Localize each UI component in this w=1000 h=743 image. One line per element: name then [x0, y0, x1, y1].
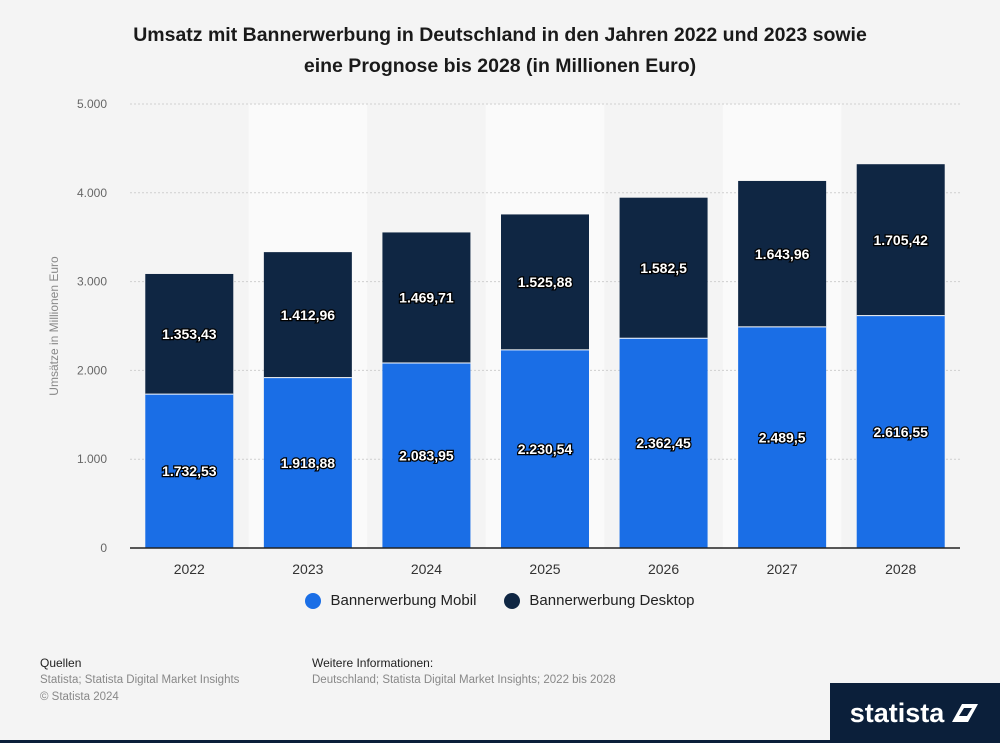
bar-mobil: [382, 362, 471, 548]
x-tick-label: 2027: [767, 561, 798, 577]
footer-sources: Quellen Statista; Statista Digital Marke…: [40, 655, 239, 706]
data-label-mobil: 2.083,95: [399, 447, 454, 463]
y-tick-label: 5.000: [77, 97, 107, 111]
statista-logo[interactable]: statista: [830, 683, 1000, 743]
data-label-desktop: 1.412,96: [281, 307, 336, 323]
statista-logo-text: statista: [849, 697, 945, 728]
footer-sources-heading: Quellen: [40, 656, 82, 670]
chart-title-line-1: Umsatz mit Bannerwerbung in Deutschland …: [133, 24, 867, 46]
legend-swatch-mobil: [305, 592, 322, 609]
data-label-desktop: 1.643,96: [755, 246, 810, 262]
chart-title: Umsatz mit Bannerwerbung in Deutschland …: [0, 20, 1000, 82]
x-tick-label: 2026: [648, 561, 679, 577]
footer-info-text: Deutschland; Statista Digital Market Ins…: [312, 674, 616, 686]
y-tick-label: 1.000: [77, 452, 107, 466]
data-label-mobil: 1.732,53: [162, 463, 217, 479]
data-label-desktop: 1.705,42: [873, 232, 928, 248]
x-tick-label: 2024: [411, 561, 442, 577]
bar-desktop: [145, 273, 234, 395]
data-label-mobil: 2.616,55: [873, 424, 928, 440]
bar-desktop: [501, 214, 589, 350]
bar-mobil: [856, 315, 945, 548]
footer-sources-text: Statista; Statista Digital Market Insigh…: [40, 674, 240, 686]
footer-info-heading: Weitere Informationen:: [312, 656, 434, 670]
bar-desktop: [738, 180, 827, 327]
x-tick-label: 2025: [529, 561, 560, 577]
chart-title-line-2: eine Prognose bis 2028 (in Millionen Eur…: [303, 55, 697, 77]
x-tick-label: 2028: [885, 561, 916, 577]
legend: Bannerwerbung Mobil Bannerwerbung Deskto…: [0, 592, 1000, 609]
footer-info: Weitere Informationen: Deutschland; Stat…: [312, 655, 616, 689]
y-tick-label: 0: [100, 541, 107, 555]
legend-item-mobil[interactable]: Bannerwerbung Mobil: [305, 592, 476, 609]
bar-desktop: [263, 252, 352, 378]
bar-mobil: [619, 338, 708, 548]
legend-swatch-desktop: [504, 592, 521, 609]
bottom-accent-line: [0, 740, 1000, 743]
bar-mobil: [738, 326, 827, 548]
y-tick-label: 2.000: [77, 363, 107, 377]
legend-label-desktop: Bannerwerbung Desktop: [529, 592, 695, 609]
stacked-bar-chart: 0 1.000 2.000 3.000 4.000 5.000 Umsätze in Mil…: [47, 97, 960, 577]
bar-desktop: [619, 197, 708, 339]
x-tick-label: 2022: [174, 561, 205, 577]
data-label-mobil: 2.489,5: [759, 429, 806, 445]
data-label-desktop: 1.582,5: [640, 260, 687, 276]
bar-mobil: [501, 349, 589, 548]
y-tick-label: 4.000: [77, 186, 107, 200]
data-label-mobil: 2.362,45: [636, 435, 691, 451]
data-label-desktop: 1.469,71: [399, 290, 454, 306]
x-tick-label: 2023: [292, 561, 323, 577]
data-label-mobil: 2.230,54: [518, 441, 573, 457]
y-axis-label: Umsätze in Millionen Euro: [47, 256, 61, 396]
data-label-desktop: 1.353,43: [162, 326, 217, 342]
bar-mobil: [263, 377, 352, 548]
bar-mobil: [145, 394, 234, 548]
bar-desktop: [382, 232, 471, 363]
legend-label-mobil: Bannerwerbung Mobil: [330, 592, 477, 609]
y-tick-label: 3.000: [77, 275, 107, 289]
data-label-desktop: 1.525,88: [518, 274, 573, 290]
statista-logo-icon: [952, 704, 979, 722]
legend-item-desktop[interactable]: Bannerwerbung Desktop: [504, 592, 695, 609]
data-label-mobil: 1.918,88: [281, 455, 336, 471]
bar-desktop: [856, 164, 945, 316]
footer-copyright: © Statista 2024: [40, 691, 119, 703]
